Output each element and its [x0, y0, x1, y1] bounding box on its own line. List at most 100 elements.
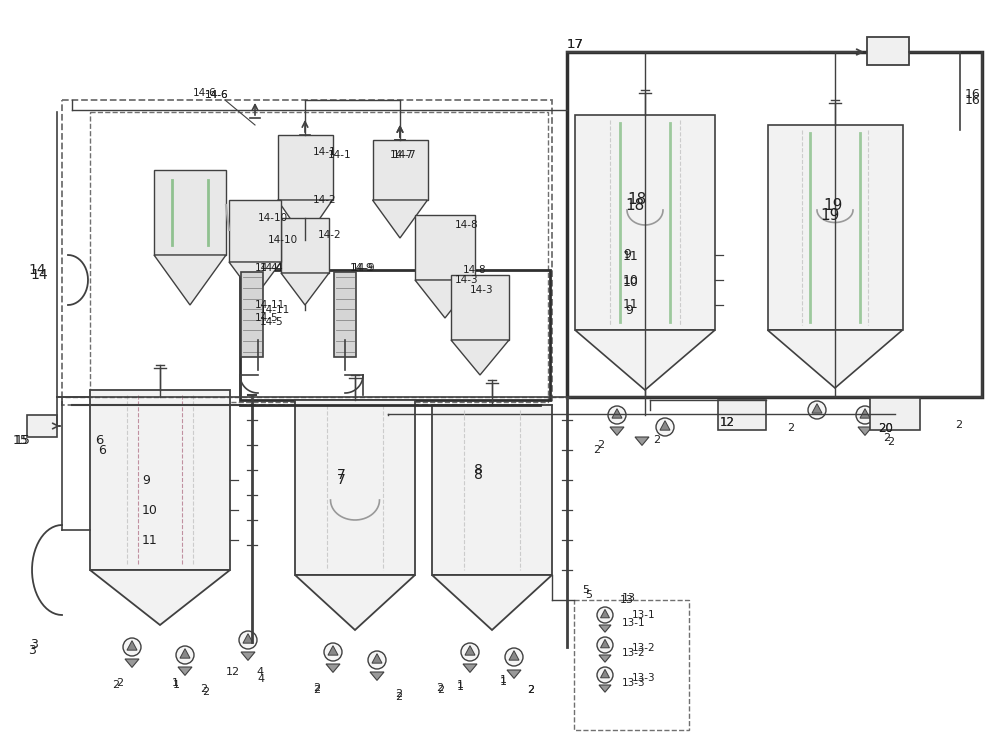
Polygon shape — [599, 625, 611, 632]
Polygon shape — [612, 409, 622, 419]
Text: 13: 13 — [620, 595, 634, 605]
Polygon shape — [635, 437, 649, 445]
Bar — [241, 272, 263, 357]
Text: 10: 10 — [142, 504, 158, 516]
Text: 20: 20 — [878, 421, 893, 434]
Polygon shape — [372, 653, 382, 663]
Text: 11: 11 — [142, 533, 158, 547]
Polygon shape — [601, 639, 609, 648]
Text: 2: 2 — [887, 437, 894, 447]
Text: 1: 1 — [457, 680, 464, 690]
Text: 10: 10 — [623, 274, 639, 286]
Text: 14-9: 14-9 — [352, 263, 376, 273]
Polygon shape — [768, 125, 902, 330]
Text: 3: 3 — [28, 644, 36, 656]
Polygon shape — [432, 575, 552, 630]
Bar — [334, 272, 356, 357]
Polygon shape — [328, 646, 338, 655]
Text: 14-4: 14-4 — [260, 263, 284, 273]
Circle shape — [324, 643, 342, 661]
Polygon shape — [858, 427, 872, 436]
Text: 11: 11 — [623, 298, 639, 312]
Text: 7: 7 — [337, 473, 346, 487]
Text: 2: 2 — [202, 687, 209, 697]
Polygon shape — [90, 390, 230, 570]
Circle shape — [461, 643, 479, 661]
Circle shape — [597, 637, 613, 653]
Circle shape — [808, 401, 826, 419]
Text: 14-10: 14-10 — [268, 235, 298, 245]
Text: 1: 1 — [500, 675, 507, 685]
Text: 17: 17 — [567, 39, 584, 51]
Text: 2: 2 — [955, 420, 962, 430]
Text: 6: 6 — [95, 433, 103, 447]
Polygon shape — [154, 170, 226, 255]
Text: 4: 4 — [257, 674, 264, 684]
Bar — [240, 270, 550, 400]
Text: 2: 2 — [200, 684, 207, 694]
Text: 14-2: 14-2 — [318, 230, 342, 240]
Text: 13-1: 13-1 — [622, 618, 646, 628]
Polygon shape — [860, 409, 870, 419]
Circle shape — [123, 638, 141, 656]
Bar — [718, 400, 766, 430]
Polygon shape — [415, 280, 475, 318]
Text: 11: 11 — [623, 251, 639, 263]
Polygon shape — [278, 135, 332, 200]
Circle shape — [856, 406, 874, 424]
Text: 5: 5 — [582, 585, 589, 595]
Text: 17: 17 — [567, 39, 584, 51]
Circle shape — [608, 406, 626, 424]
Text: 9: 9 — [625, 304, 633, 316]
Polygon shape — [575, 115, 715, 330]
Text: 14-8: 14-8 — [455, 220, 479, 230]
Text: 16: 16 — [965, 93, 981, 107]
Text: 13: 13 — [622, 593, 636, 603]
Text: 2: 2 — [883, 433, 890, 443]
Circle shape — [176, 646, 194, 664]
Text: 19: 19 — [820, 207, 839, 222]
Polygon shape — [281, 273, 329, 305]
Text: 2: 2 — [436, 683, 443, 693]
Circle shape — [656, 418, 674, 436]
Text: 14-9: 14-9 — [350, 263, 374, 273]
Text: 14-4: 14-4 — [255, 263, 279, 273]
Text: 1: 1 — [173, 680, 180, 690]
Text: 7: 7 — [337, 468, 346, 482]
Text: 14: 14 — [28, 263, 46, 277]
Text: 10: 10 — [623, 277, 639, 289]
Polygon shape — [90, 570, 230, 625]
Polygon shape — [125, 659, 139, 668]
Polygon shape — [415, 215, 475, 280]
Polygon shape — [610, 427, 624, 436]
Circle shape — [597, 607, 613, 623]
Text: 14-5: 14-5 — [255, 313, 279, 323]
Polygon shape — [601, 669, 609, 678]
Polygon shape — [372, 200, 428, 238]
Polygon shape — [509, 651, 519, 660]
Text: 14-3: 14-3 — [470, 285, 494, 295]
Text: 2: 2 — [593, 445, 600, 455]
Circle shape — [505, 648, 523, 666]
Text: 14-5: 14-5 — [260, 317, 284, 327]
Text: 3: 3 — [30, 639, 38, 651]
Polygon shape — [465, 646, 475, 655]
Polygon shape — [278, 200, 332, 240]
Text: 4: 4 — [256, 667, 263, 677]
Polygon shape — [451, 275, 509, 340]
Polygon shape — [154, 255, 226, 305]
Bar — [62, 100, 552, 405]
Polygon shape — [660, 421, 670, 430]
Polygon shape — [432, 405, 552, 575]
Text: 14-6: 14-6 — [205, 90, 229, 100]
Text: 5: 5 — [585, 590, 592, 600]
Text: 14-6: 14-6 — [205, 90, 229, 100]
Text: 13-3: 13-3 — [622, 678, 646, 688]
Text: 14-11: 14-11 — [260, 305, 290, 315]
Text: 14-3: 14-3 — [455, 275, 479, 285]
Text: 20: 20 — [878, 421, 893, 434]
Text: 14-8: 14-8 — [463, 265, 487, 275]
Text: 19: 19 — [823, 198, 842, 213]
Polygon shape — [599, 685, 611, 692]
Polygon shape — [180, 649, 190, 658]
